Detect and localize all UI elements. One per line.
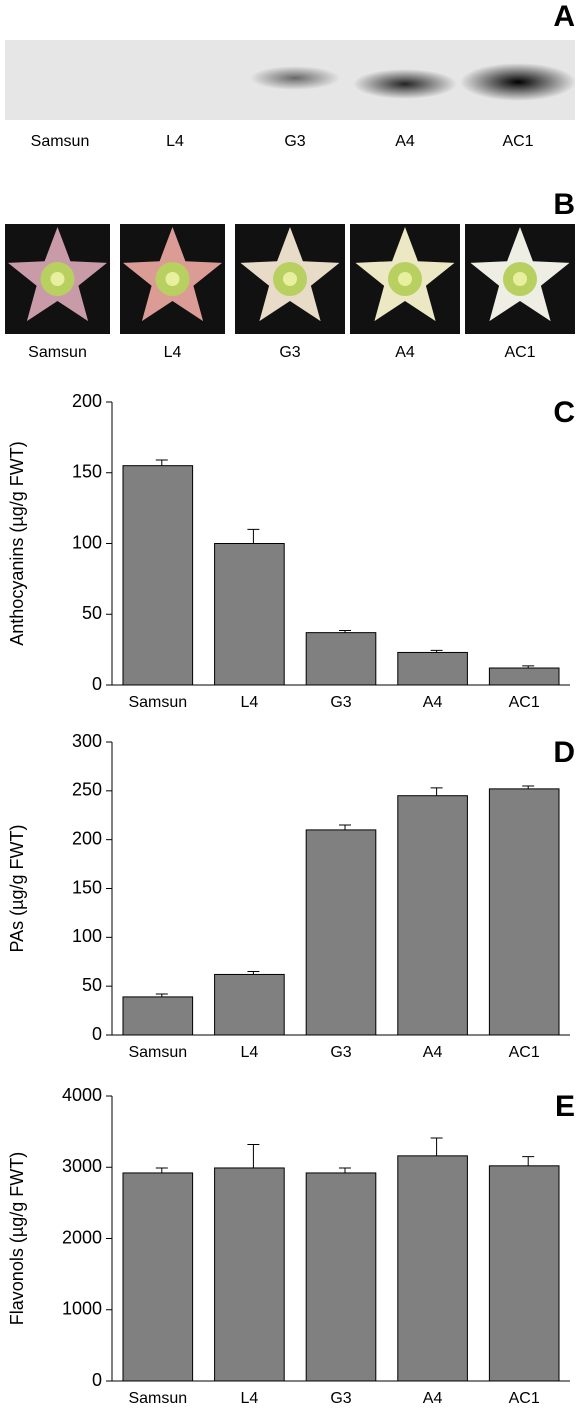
bar bbox=[397, 1155, 468, 1382]
bar bbox=[397, 651, 468, 686]
y-tick-label: 200 bbox=[72, 391, 102, 411]
x-tick-label: G3 bbox=[330, 1044, 351, 1061]
x-tick-label: L4 bbox=[241, 1044, 259, 1061]
bar bbox=[488, 667, 560, 686]
lane-label: L4 bbox=[164, 344, 182, 361]
x-tick-label: L4 bbox=[241, 694, 259, 711]
panel-label: B bbox=[553, 188, 575, 221]
y-tick-label: 200 bbox=[72, 828, 102, 848]
bar bbox=[122, 1172, 194, 1382]
x-tick-label: A4 bbox=[423, 694, 443, 711]
y-tick-label: 100 bbox=[72, 926, 102, 946]
y-tick-label: 0 bbox=[92, 674, 102, 694]
panel-label: A bbox=[553, 0, 575, 33]
x-tick-label: AC1 bbox=[509, 694, 540, 711]
lane-label: G3 bbox=[284, 133, 305, 150]
bar bbox=[397, 795, 468, 1036]
x-tick-label: A4 bbox=[423, 1390, 443, 1407]
y-tick-label: 150 bbox=[72, 462, 102, 482]
flower-center bbox=[513, 272, 527, 286]
axes bbox=[111, 742, 570, 1036]
y-tick-label: 0 bbox=[92, 1024, 102, 1044]
x-tick-label: G3 bbox=[330, 1390, 351, 1407]
x-tick-label: G3 bbox=[330, 694, 351, 711]
bar bbox=[214, 543, 285, 686]
error-bar bbox=[247, 528, 260, 544]
error-bar bbox=[430, 1137, 443, 1156]
y-tick-label: 1000 bbox=[62, 1299, 102, 1319]
y-axis-label: Flavonols (µg/g FWT) bbox=[7, 1152, 27, 1325]
bar bbox=[122, 465, 194, 686]
y-tick-label: 250 bbox=[72, 780, 102, 800]
lane-label: Samsun bbox=[31, 133, 90, 150]
blot-band bbox=[250, 66, 340, 90]
lane-label: Samsun bbox=[28, 344, 87, 361]
y-axis-label: Anthocyanins (µg/g FWT) bbox=[7, 441, 27, 645]
error-bar bbox=[247, 971, 260, 975]
bar bbox=[214, 1167, 285, 1382]
flower-center bbox=[165, 272, 180, 286]
y-tick-label: 50 bbox=[82, 975, 102, 995]
error-bar bbox=[522, 665, 535, 669]
y-tick-label: 2000 bbox=[62, 1227, 102, 1247]
bar bbox=[305, 632, 377, 686]
x-tick-label: Samsun bbox=[128, 1390, 187, 1407]
error-bar bbox=[339, 824, 351, 830]
bar bbox=[305, 829, 377, 1036]
error-bar bbox=[339, 1167, 351, 1173]
error-bar bbox=[155, 459, 168, 466]
bar bbox=[122, 996, 194, 1036]
y-tick-label: 100 bbox=[72, 532, 102, 552]
lane-label: AC1 bbox=[504, 344, 535, 361]
error-bar bbox=[430, 787, 443, 796]
x-tick-label: A4 bbox=[423, 1044, 443, 1061]
y-tick-label: 0 bbox=[92, 1370, 102, 1390]
bar bbox=[214, 973, 285, 1036]
error-bar bbox=[155, 1167, 168, 1173]
lane-label: L4 bbox=[166, 133, 184, 150]
lane-label: A4 bbox=[395, 133, 415, 150]
blot-band bbox=[460, 63, 576, 101]
bar bbox=[488, 1165, 560, 1382]
error-bar bbox=[430, 649, 443, 653]
x-tick-label: AC1 bbox=[509, 1390, 540, 1407]
y-tick-label: 3000 bbox=[62, 1156, 102, 1176]
lane-label: AC1 bbox=[502, 133, 533, 150]
lane-label: G3 bbox=[279, 344, 300, 361]
lane-label: A4 bbox=[395, 344, 415, 361]
x-tick-label: Samsun bbox=[128, 694, 187, 711]
y-tick-label: 150 bbox=[72, 877, 102, 897]
panel-label: C bbox=[553, 396, 575, 429]
x-tick-label: Samsun bbox=[128, 1044, 187, 1061]
axes bbox=[111, 402, 570, 686]
axes bbox=[111, 1096, 570, 1382]
y-axis-label: PAs (µg/g FWT) bbox=[7, 824, 27, 952]
panel-label: E bbox=[555, 1090, 575, 1123]
flower-center bbox=[283, 272, 297, 286]
x-tick-label: AC1 bbox=[509, 1044, 540, 1061]
bar bbox=[305, 1172, 377, 1382]
y-tick-label: 50 bbox=[82, 603, 102, 623]
bar bbox=[488, 788, 560, 1036]
error-bar bbox=[155, 993, 168, 997]
x-tick-label: L4 bbox=[241, 1390, 259, 1407]
error-bar bbox=[247, 1143, 260, 1168]
blot-band bbox=[353, 69, 457, 99]
y-tick-label: 4000 bbox=[62, 1085, 102, 1105]
flower-center bbox=[50, 272, 65, 286]
error-bar bbox=[339, 630, 351, 633]
y-tick-label: 300 bbox=[72, 731, 102, 751]
flower-center bbox=[398, 272, 412, 286]
error-bar bbox=[522, 1156, 535, 1166]
panel-label: D bbox=[553, 736, 575, 769]
error-bar bbox=[522, 785, 535, 789]
